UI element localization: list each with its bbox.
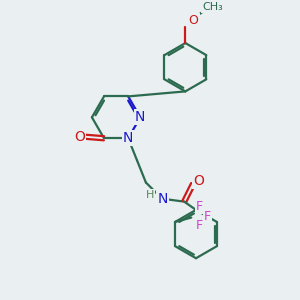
- Text: F: F: [196, 219, 203, 232]
- Text: F: F: [196, 200, 203, 213]
- Text: N: N: [123, 131, 134, 145]
- Text: O: O: [74, 130, 85, 144]
- Text: N: N: [158, 192, 168, 206]
- Text: CH₃: CH₃: [202, 2, 223, 12]
- Text: N: N: [135, 110, 146, 124]
- Text: O: O: [189, 14, 199, 27]
- Text: F: F: [204, 210, 211, 223]
- Text: O: O: [193, 174, 204, 188]
- Text: H: H: [146, 190, 154, 200]
